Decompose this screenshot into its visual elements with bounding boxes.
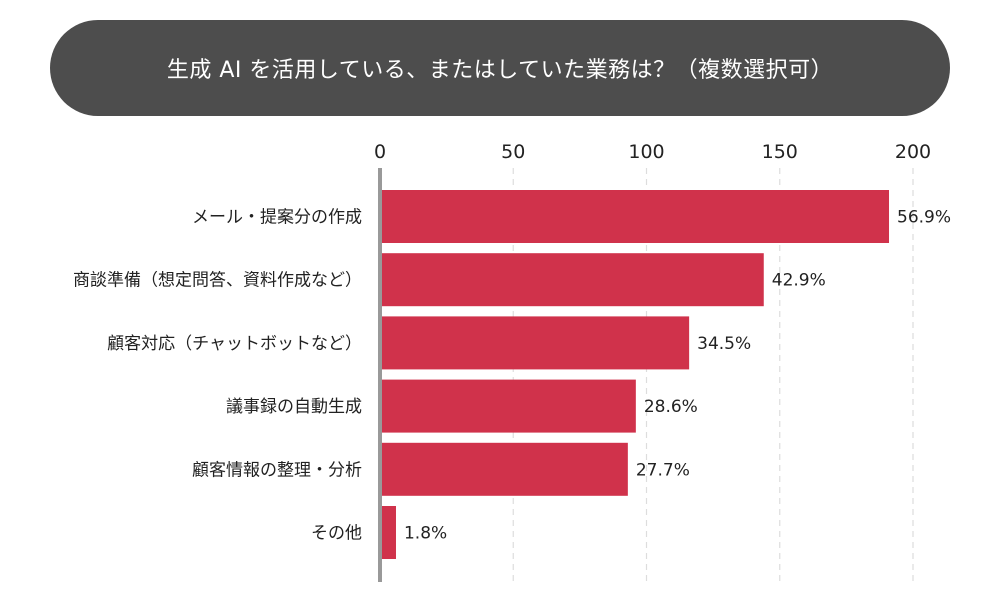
category-label: 商談準備（想定問答、資料作成など） (73, 271, 362, 291)
bar (380, 506, 396, 559)
bar (380, 442, 628, 496)
category-label: 顧客情報の整理・分析 (192, 460, 362, 480)
data-label: 34.5% (697, 334, 751, 354)
category-label: メール・提案分の作成 (192, 208, 362, 228)
data-label: 42.9% (772, 271, 826, 291)
bar (380, 190, 890, 243)
category-label: 議事録の自動生成 (226, 397, 362, 417)
category-label: その他 (311, 524, 362, 544)
x-tick-label: 200 (895, 141, 931, 163)
bar (380, 379, 636, 433)
data-label: 1.8% (404, 524, 447, 544)
x-tick-label: 50 (501, 141, 525, 163)
chart-title: 生成 AI を活用している、またはしていた業務は？（複数選択可） (166, 58, 834, 83)
category-label: 顧客対応（チャットボットなど） (107, 334, 362, 354)
x-tick-label: 100 (628, 141, 664, 163)
x-tick-label: 0 (374, 141, 386, 163)
data-label: 56.9% (897, 208, 951, 228)
bar (380, 316, 690, 370)
data-label: 28.6% (644, 397, 698, 417)
x-tick-label: 150 (762, 141, 798, 163)
data-label: 27.7% (636, 460, 690, 480)
bar (380, 253, 764, 307)
chart-title-banner: 生成 AI を活用している、またはしていた業務は？（複数選択可） (50, 20, 950, 116)
